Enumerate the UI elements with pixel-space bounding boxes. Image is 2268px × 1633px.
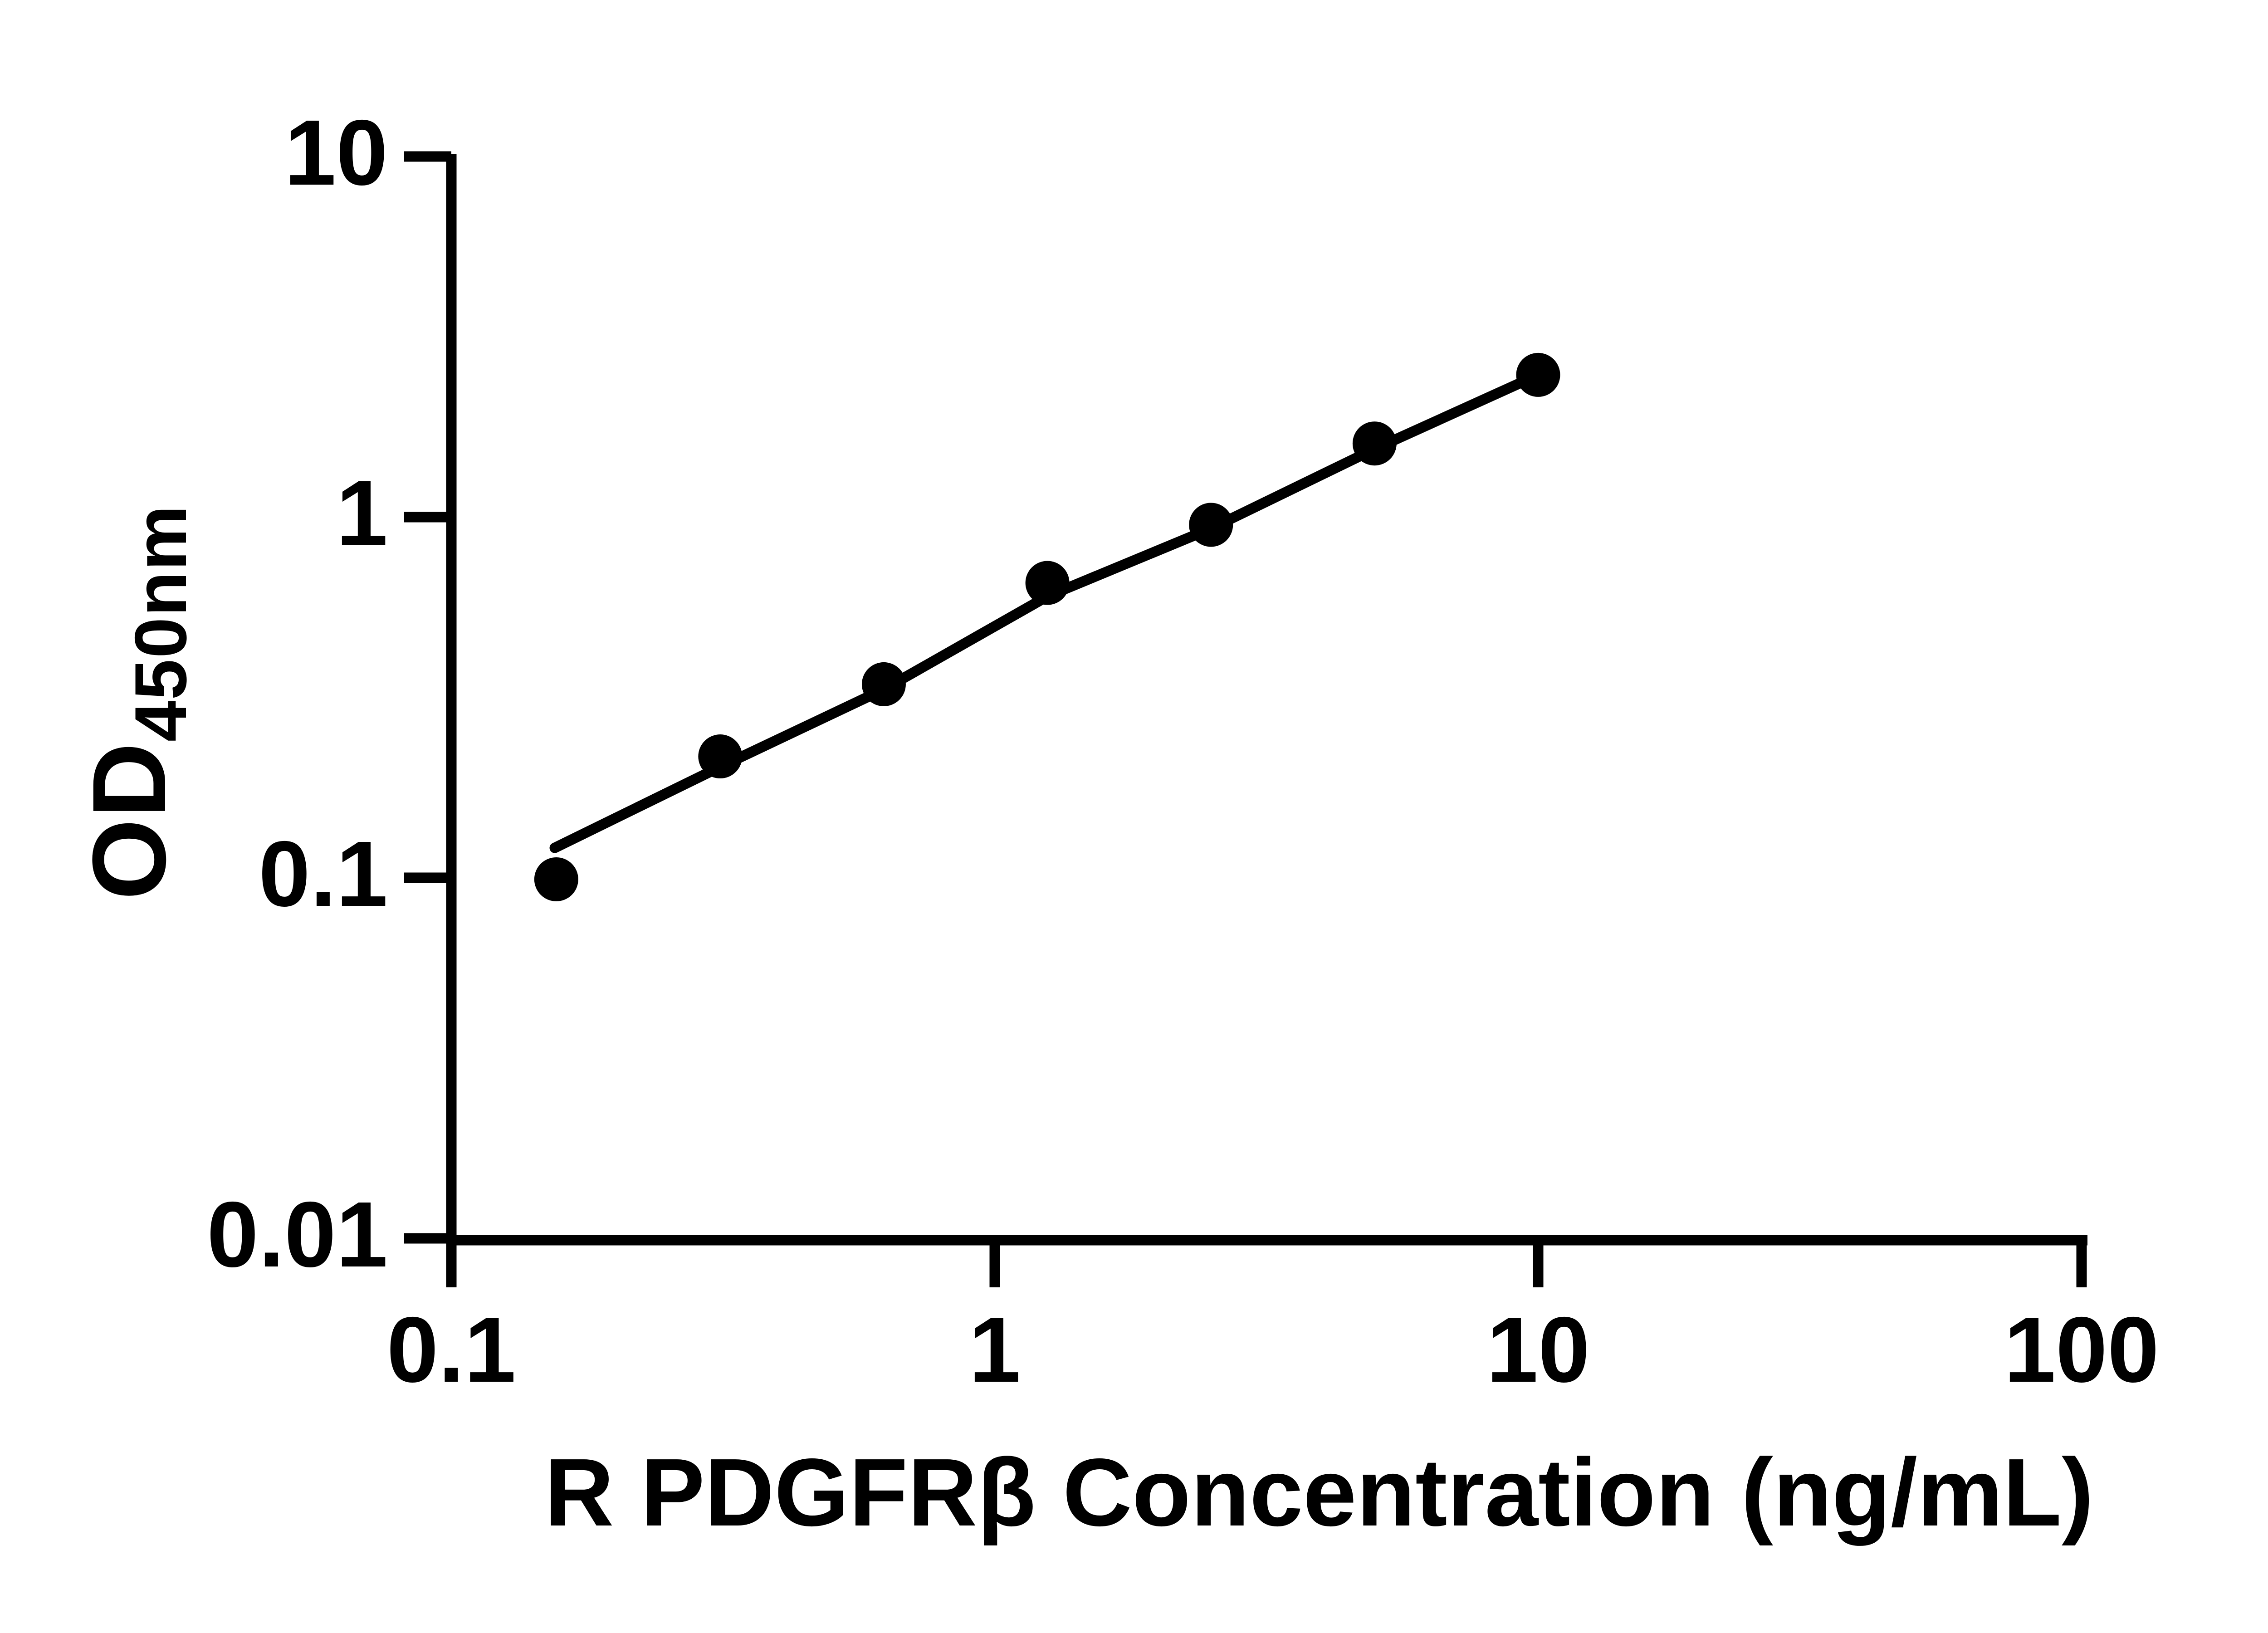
- data-point-marker: [861, 662, 906, 706]
- x-tick-label: 1: [968, 1298, 1021, 1402]
- data-point-marker: [698, 734, 743, 779]
- x-tick-label: 100: [2004, 1298, 2160, 1402]
- x-axis-title: R PDGFRβ Concentration (ng/mL): [544, 1438, 2094, 1546]
- x-tick-label: 10: [1486, 1298, 1590, 1402]
- data-point-marker: [1352, 421, 1397, 466]
- x-tick-label: 0.1: [386, 1298, 516, 1402]
- data-point-marker: [534, 857, 578, 901]
- data-point-marker: [1189, 503, 1233, 547]
- y-tick-label: 0.01: [207, 1183, 388, 1286]
- axis-spine: [446, 154, 2087, 1246]
- data-point-marker: [1025, 561, 1070, 605]
- y-tick-label: 0.1: [259, 822, 388, 926]
- y-tick-label: 1: [336, 461, 388, 565]
- data-point-marker: [1516, 352, 1560, 397]
- y-tick-label: 10: [284, 101, 388, 205]
